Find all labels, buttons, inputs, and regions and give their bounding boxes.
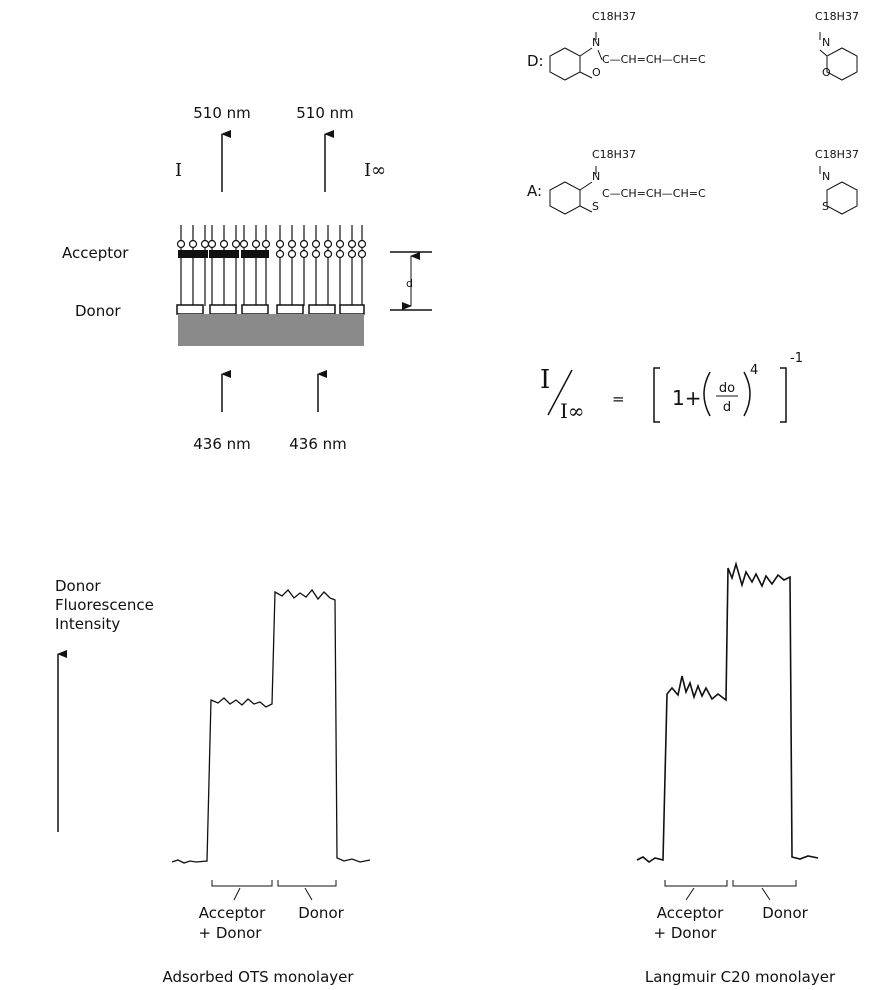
- bracket-label: Donor: [298, 904, 344, 922]
- substituent: C18H37: [815, 10, 859, 23]
- trace: [171, 588, 371, 864]
- substituent: C18H37: [592, 10, 636, 23]
- atom: O: [822, 66, 831, 79]
- head: [176, 239, 186, 249]
- head: [207, 239, 217, 249]
- emission-label: 510 nm: [296, 104, 354, 122]
- paren: [703, 371, 751, 417]
- donor-dye: [176, 304, 204, 315]
- layer-label: Acceptor: [62, 244, 129, 262]
- intensity-label: I: [175, 160, 182, 181]
- bracket-label: + Donor: [199, 924, 263, 942]
- donor-dye: [209, 304, 237, 315]
- formula-part: I∞: [560, 399, 585, 423]
- head: [251, 239, 261, 249]
- atom: N: [822, 170, 830, 183]
- intensity-label: I∞: [364, 160, 386, 181]
- atom: O: [592, 66, 601, 79]
- schematic: 510 nm 510 nm I I∞ Acceptor Donor d 436 …: [62, 104, 432, 453]
- axis-label: Donor: [55, 577, 101, 595]
- molecule-label: A:: [527, 182, 542, 200]
- slash: [547, 369, 573, 416]
- head: [231, 239, 241, 249]
- formula-part: d: [723, 400, 731, 415]
- acceptor-dye: [241, 250, 269, 258]
- formula-part: -1: [790, 351, 803, 366]
- head: [311, 239, 321, 249]
- substrate: [178, 314, 364, 346]
- head: [239, 239, 249, 249]
- ring: [549, 166, 858, 215]
- emission-label: 510 nm: [193, 104, 251, 122]
- caption: Adsorbed OTS monolayer: [162, 968, 354, 986]
- head: [200, 239, 210, 249]
- head: [311, 249, 321, 259]
- bracket: [664, 880, 797, 901]
- head: [357, 249, 367, 259]
- atom: S: [592, 200, 599, 213]
- atom: N: [592, 36, 600, 49]
- head: [347, 239, 357, 249]
- chain: C—CH=CH—CH=C: [602, 53, 706, 66]
- head: [323, 239, 333, 249]
- molecule-label: D:: [527, 52, 544, 70]
- excitation-label: 436 nm: [289, 435, 347, 453]
- bracket-label: Acceptor: [199, 904, 266, 922]
- formula: I I∞ = 1+ do d 4 -1: [540, 351, 803, 423]
- bracket: [211, 880, 337, 901]
- head: [347, 249, 357, 259]
- trace: [636, 561, 819, 863]
- molecules: D: C18H37 C18H37 N N O O C—CH=CH—CH=C A:…: [527, 10, 859, 215]
- formula-part: 4: [750, 363, 758, 378]
- head: [299, 249, 309, 259]
- distance-label: d: [406, 277, 413, 290]
- molecule-chains: [176, 225, 367, 315]
- bracket-label: Acceptor: [657, 904, 724, 922]
- acceptor-dye: [178, 250, 208, 258]
- atom: N: [822, 36, 830, 49]
- head: [335, 249, 345, 259]
- acceptor-dye: [209, 250, 239, 258]
- donor-dye: [339, 304, 365, 315]
- formula-part: =: [612, 390, 625, 408]
- layer-label: Donor: [75, 302, 121, 320]
- head: [335, 239, 345, 249]
- atom: N: [592, 170, 600, 183]
- traces: Donor Fluorescence Intensity Acceptor + …: [55, 561, 836, 986]
- chain: C—CH=CH—CH=C: [602, 187, 706, 200]
- donor-dye: [241, 304, 269, 315]
- formula-part: do: [719, 381, 735, 396]
- head: [299, 239, 309, 249]
- bracket: [653, 367, 787, 423]
- formula-part: 1+: [672, 386, 701, 410]
- formula-part: I: [540, 365, 550, 395]
- head: [261, 239, 271, 249]
- donor-dye: [308, 304, 336, 315]
- head: [357, 239, 367, 249]
- head: [275, 239, 285, 249]
- substituent: C18H37: [592, 148, 636, 161]
- substituent: C18H37: [815, 148, 859, 161]
- caption: Langmuir C20 monolayer: [645, 968, 836, 986]
- head: [219, 239, 229, 249]
- axis-label: Fluorescence: [55, 596, 154, 614]
- excitation-label: 436 nm: [193, 435, 251, 453]
- bracket-label: + Donor: [654, 924, 718, 942]
- head: [275, 249, 285, 259]
- atom: S: [822, 200, 829, 213]
- bracket-label: Donor: [762, 904, 808, 922]
- ring: [549, 32, 858, 81]
- head: [323, 249, 333, 259]
- head: [287, 239, 297, 249]
- axis-label: Intensity: [55, 615, 120, 633]
- head: [287, 249, 297, 259]
- head: [188, 239, 198, 249]
- donor-dye: [276, 304, 304, 315]
